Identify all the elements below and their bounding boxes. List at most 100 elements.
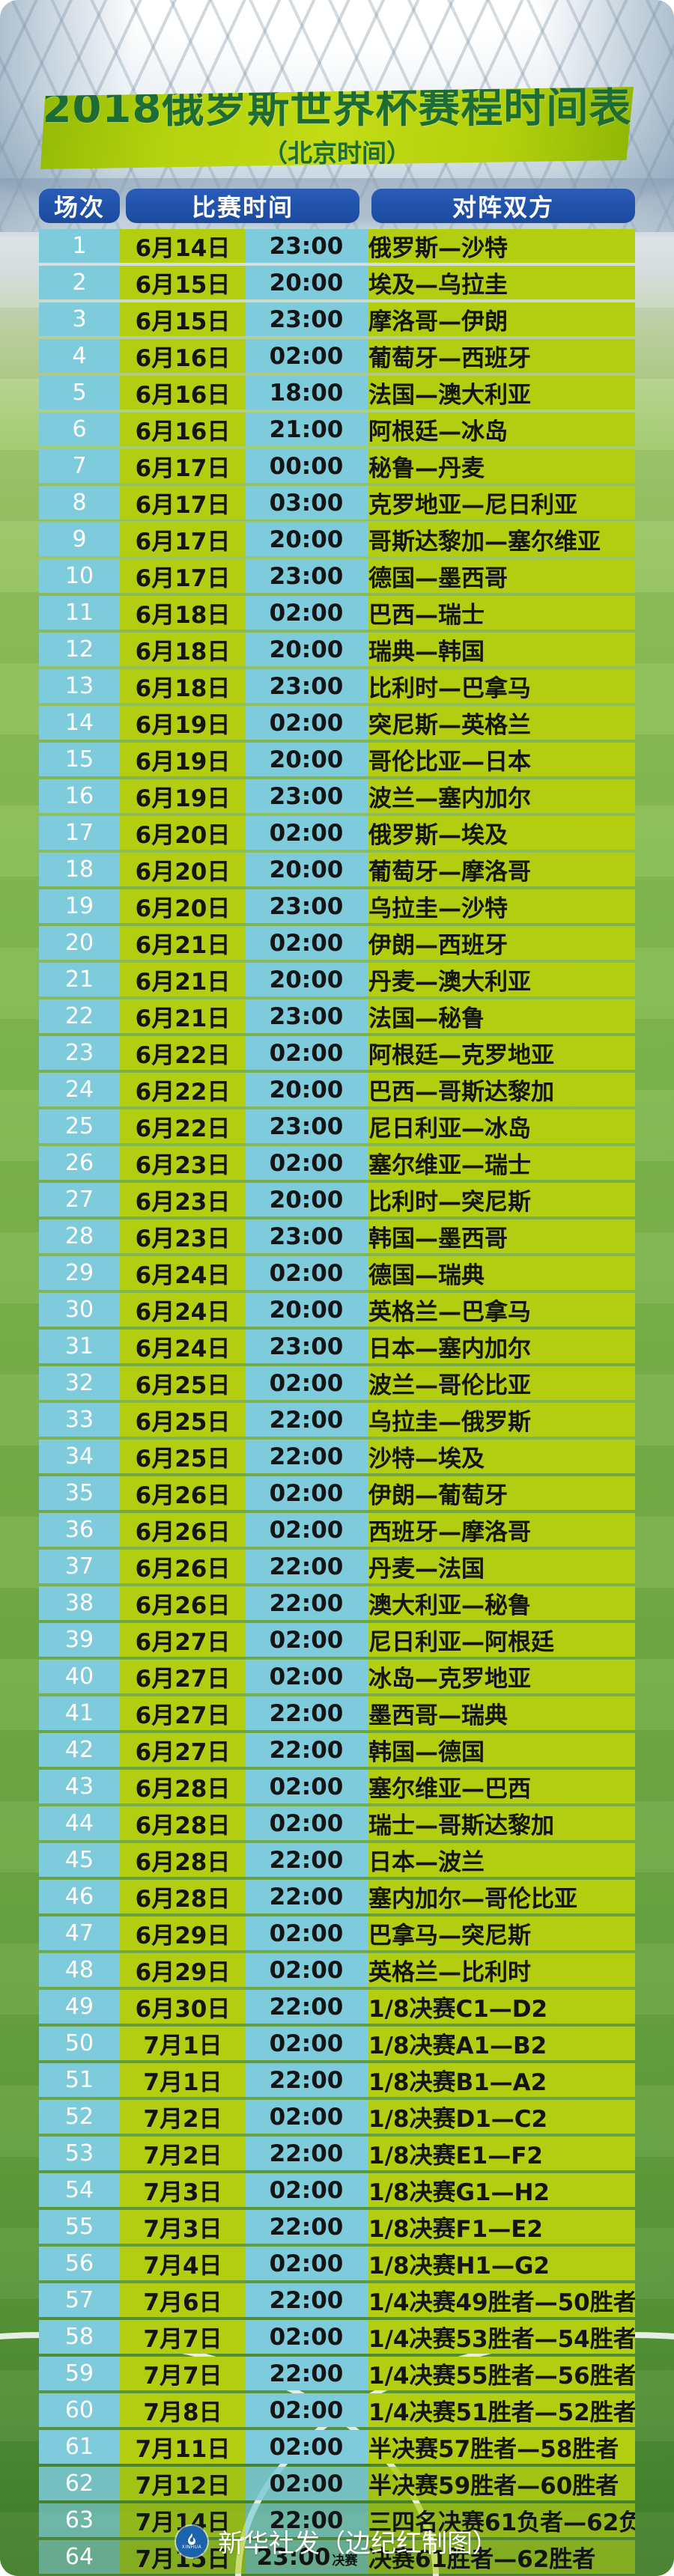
match-teams: 1/8决赛F1—E2 <box>368 2210 635 2244</box>
title-banner: 2018俄罗斯世界杯赛程时间表 （北京时间） <box>40 87 634 169</box>
match-teams: 德国—瑞典 <box>368 1256 635 1290</box>
match-time: 02:00 <box>246 2247 368 2280</box>
table-row: 9 6月17日 20:00 哥斯达黎加—塞尔维亚 <box>39 523 635 556</box>
schedule-table: 1 6月14日 23:00 俄罗斯—沙特 2 6月15日 20:00 埃及—乌拉… <box>39 226 635 2576</box>
match-time: 23:00 <box>246 302 368 336</box>
column-header-time: 比赛时间 <box>126 189 359 223</box>
match-date: 6月29日 <box>120 1916 246 1950</box>
match-teams: 英格兰—巴拿马 <box>368 1293 635 1327</box>
match-date: 6月20日 <box>120 889 246 923</box>
match-number: 55 <box>39 2210 120 2244</box>
match-date: 6月19日 <box>120 743 246 776</box>
match-number: 41 <box>39 1696 120 1730</box>
table-row: 6 6月16日 21:00 阿根廷—冰岛 <box>39 412 635 446</box>
match-teams: 1/8决赛G1—H2 <box>368 2173 635 2207</box>
match-date: 7月6日 <box>120 2283 246 2317</box>
match-time: 02:00 <box>246 1036 368 1070</box>
match-time: 23:00 <box>246 229 368 263</box>
match-time: 22:00 <box>246 1550 368 1583</box>
match-teams: 摩洛哥—伊朗 <box>368 302 635 336</box>
match-teams: 日本—波兰 <box>368 1843 635 1877</box>
xinhua-logo-text: XINHUA <box>181 2545 202 2550</box>
match-time: 23:00 <box>246 1109 368 1143</box>
table-row: 7 6月17日 00:00 秘鲁—丹麦 <box>39 449 635 483</box>
match-date: 6月21日 <box>120 999 246 1033</box>
match-number: 39 <box>39 1623 120 1657</box>
table-row: 39 6月27日 02:00 尼日利亚—阿根廷 <box>39 1623 635 1657</box>
match-number: 12 <box>39 633 120 666</box>
match-time: 23:00 <box>246 1330 368 1363</box>
match-time: 22:00 <box>246 2210 368 2244</box>
match-date: 6月16日 <box>120 412 246 446</box>
match-date: 6月14日 <box>120 229 246 263</box>
match-teams: 沙特—埃及 <box>368 1440 635 1473</box>
match-time: 21:00 <box>246 412 368 446</box>
match-date: 6月21日 <box>120 963 246 996</box>
match-time: 02:00 <box>246 2430 368 2464</box>
table-row: 49 6月30日 22:00 1/8决赛C1—D2 <box>39 1990 635 2024</box>
table-row: 32 6月25日 02:00 波兰—哥伦比亚 <box>39 1366 635 1400</box>
match-teams: 克罗地亚—尼日利亚 <box>368 486 635 520</box>
match-time: 22:00 <box>246 1880 368 1913</box>
match-teams: 乌拉圭—俄罗斯 <box>368 1403 635 1437</box>
match-number: 10 <box>39 559 120 593</box>
table-row: 45 6月28日 22:00 日本—波兰 <box>39 1843 635 1877</box>
match-time: 02:00 <box>246 2027 368 2060</box>
match-time: 23:00 <box>246 999 368 1033</box>
match-teams: 比利时—突尼斯 <box>368 1183 635 1217</box>
match-time: 02:00 <box>246 1770 368 1803</box>
match-number: 43 <box>39 1770 120 1803</box>
match-date: 7月12日 <box>120 2467 246 2500</box>
match-time: 20:00 <box>246 1183 368 1217</box>
match-time: 02:00 <box>246 2100 368 2134</box>
table-row: 24 6月22日 20:00 巴西—哥斯达黎加 <box>39 1073 635 1106</box>
match-teams: 葡萄牙—西班牙 <box>368 339 635 373</box>
match-number: 3 <box>39 302 120 336</box>
match-time: 20:00 <box>246 1073 368 1106</box>
match-time: 22:00 <box>246 2283 368 2317</box>
match-date: 6月23日 <box>120 1146 246 1180</box>
match-number: 62 <box>39 2467 120 2500</box>
match-date: 6月24日 <box>120 1293 246 1327</box>
table-row: 5 6月16日 18:00 法国—澳大利亚 <box>39 376 635 409</box>
match-number: 26 <box>39 1146 120 1180</box>
match-date: 7月1日 <box>120 2063 246 2097</box>
match-date: 6月22日 <box>120 1109 246 1143</box>
match-teams: 韩国—墨西哥 <box>368 1220 635 1253</box>
match-date: 6月21日 <box>120 926 246 960</box>
match-teams: 1/8决赛H1—G2 <box>368 2247 635 2280</box>
match-date: 6月28日 <box>120 1770 246 1803</box>
table-row: 2 6月15日 20:00 埃及—乌拉圭 <box>39 266 635 299</box>
table-row: 55 7月3日 22:00 1/8决赛F1—E2 <box>39 2210 635 2244</box>
match-number: 64 <box>39 2540 120 2574</box>
match-time: 02:00 <box>246 1916 368 1950</box>
match-number: 57 <box>39 2283 120 2317</box>
column-header-teams: 对阵双方 <box>371 189 635 223</box>
match-date: 6月25日 <box>120 1366 246 1400</box>
match-date: 7月3日 <box>120 2210 246 2244</box>
credit-text: 新华社发（边纪红制图） <box>218 2529 498 2559</box>
match-time: 00:00 <box>246 449 368 483</box>
match-date: 6月27日 <box>120 1623 246 1657</box>
match-time: 03:00 <box>246 486 368 520</box>
match-number: 63 <box>39 2503 120 2537</box>
match-time: 22:00 <box>246 1733 368 1767</box>
match-teams: 巴拿马—突尼斯 <box>368 1916 635 1950</box>
match-teams: 1/4决赛51胜者—52胜者 <box>368 2393 635 2427</box>
table-row: 56 7月4日 02:00 1/8决赛H1—G2 <box>39 2247 635 2280</box>
match-date: 6月28日 <box>120 1843 246 1877</box>
match-date: 7月7日 <box>120 2357 246 2390</box>
match-teams: 伊朗—葡萄牙 <box>368 1476 635 1510</box>
match-teams: 波兰—哥伦比亚 <box>368 1366 635 1400</box>
table-row: 16 6月19日 23:00 波兰—塞内加尔 <box>39 779 635 813</box>
match-time: 20:00 <box>246 853 368 886</box>
match-teams: 1/4决赛49胜者—50胜者 <box>368 2283 635 2317</box>
match-teams: 瑞典—韩国 <box>368 633 635 666</box>
match-number: 44 <box>39 1806 120 1840</box>
table-row: 17 6月20日 02:00 俄罗斯—埃及 <box>39 816 635 850</box>
table-row: 50 7月1日 02:00 1/8决赛A1—B2 <box>39 2027 635 2060</box>
match-number: 47 <box>39 1916 120 1950</box>
match-date: 6月15日 <box>120 302 246 336</box>
table-row: 37 6月26日 22:00 丹麦—法国 <box>39 1550 635 1583</box>
match-time: 22:00 <box>246 1403 368 1437</box>
